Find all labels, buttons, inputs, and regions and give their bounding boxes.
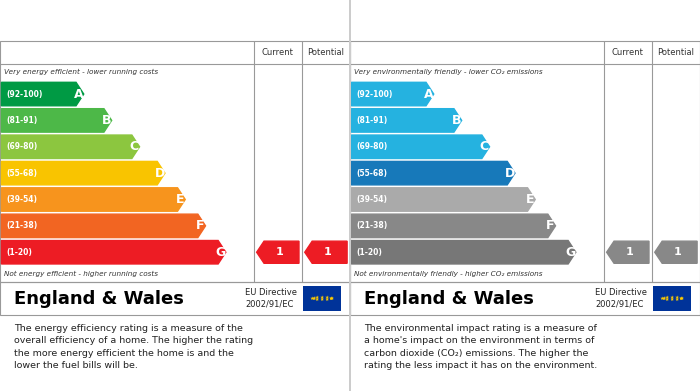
Text: Potential: Potential [657, 48, 694, 57]
Polygon shape [607, 241, 649, 263]
Bar [302, 286, 342, 311]
Text: (39-54): (39-54) [356, 195, 388, 204]
Text: Current: Current [612, 48, 644, 57]
Polygon shape [351, 188, 536, 211]
Text: B: B [102, 114, 111, 127]
Text: ★: ★ [662, 296, 666, 301]
Polygon shape [1, 109, 112, 132]
Text: C: C [130, 140, 139, 153]
Text: (55-68): (55-68) [356, 169, 388, 178]
Text: ★: ★ [665, 297, 669, 302]
Polygon shape [351, 214, 556, 238]
Text: (81-91): (81-91) [356, 116, 388, 125]
Text: (92-100): (92-100) [356, 90, 393, 99]
Text: Very energy efficient - lower running costs: Very energy efficient - lower running co… [4, 68, 158, 75]
Text: (92-100): (92-100) [7, 90, 43, 99]
Text: E: E [176, 193, 184, 206]
Text: (69-80): (69-80) [7, 142, 38, 151]
Text: (69-80): (69-80) [356, 142, 388, 151]
Text: D: D [155, 167, 164, 179]
Text: ★: ★ [325, 295, 329, 300]
Polygon shape [304, 241, 347, 263]
Text: (1-20): (1-20) [7, 248, 32, 257]
Text: ★: ★ [315, 295, 319, 300]
Text: ★: ★ [330, 296, 334, 301]
Text: Potential: Potential [307, 48, 344, 57]
Text: ★: ★ [328, 296, 332, 301]
Text: G: G [566, 246, 575, 259]
Text: England & Wales: England & Wales [364, 289, 534, 308]
Text: ★: ★ [678, 296, 682, 301]
Text: EU Directive
2002/91/EC: EU Directive 2002/91/EC [595, 288, 647, 309]
Text: ★: ★ [312, 296, 316, 301]
Text: 1: 1 [276, 247, 284, 257]
Text: Current: Current [262, 48, 294, 57]
Text: ★: ★ [320, 297, 324, 302]
Text: (39-54): (39-54) [7, 195, 38, 204]
Text: ★: ★ [312, 296, 316, 301]
Polygon shape [351, 109, 462, 132]
Text: Not energy efficient - higher running costs: Not energy efficient - higher running co… [4, 271, 158, 277]
Text: ★: ★ [678, 296, 682, 301]
Text: A: A [74, 88, 83, 100]
Text: ★: ★ [665, 295, 669, 300]
Text: ★: ★ [662, 296, 666, 301]
Text: (55-68): (55-68) [7, 169, 38, 178]
Text: ★: ★ [320, 295, 324, 300]
Polygon shape [351, 135, 489, 158]
Text: E: E [526, 193, 534, 206]
Text: Energy Efficiency Rating: Energy Efficiency Rating [10, 14, 194, 27]
Text: EU Directive
2002/91/EC: EU Directive 2002/91/EC [245, 288, 297, 309]
Text: (21-38): (21-38) [7, 221, 38, 230]
Text: F: F [546, 219, 554, 232]
Text: ★: ★ [315, 297, 319, 302]
Text: Not environmentally friendly - higher CO₂ emissions: Not environmentally friendly - higher CO… [354, 271, 542, 277]
Text: C: C [480, 140, 489, 153]
Text: 1: 1 [324, 247, 332, 257]
Text: A: A [424, 88, 433, 100]
Text: ★: ★ [675, 295, 679, 300]
Text: D: D [505, 167, 514, 179]
Text: G: G [216, 246, 225, 259]
Text: 1: 1 [674, 247, 682, 257]
Text: ★: ★ [325, 297, 329, 302]
Text: The environmental impact rating is a measure of
a home's impact on the environme: The environmental impact rating is a mea… [364, 324, 597, 370]
Polygon shape [1, 214, 206, 238]
Text: ★: ★ [660, 296, 664, 301]
Text: ★: ★ [670, 295, 674, 300]
Text: ★: ★ [675, 297, 679, 302]
Text: (21-38): (21-38) [356, 221, 388, 230]
Text: ★: ★ [310, 296, 314, 301]
Polygon shape [351, 83, 434, 106]
Text: 1: 1 [626, 247, 634, 257]
Text: ★: ★ [328, 296, 332, 301]
Polygon shape [1, 161, 165, 185]
Text: F: F [196, 219, 204, 232]
Text: England & Wales: England & Wales [14, 289, 184, 308]
Polygon shape [1, 83, 84, 106]
Polygon shape [351, 161, 515, 185]
Text: The energy efficiency rating is a measure of the
overall efficiency of a home. T: The energy efficiency rating is a measur… [14, 324, 253, 370]
Polygon shape [257, 241, 299, 263]
Text: B: B [452, 114, 461, 127]
Text: ★: ★ [680, 296, 684, 301]
Text: Environmental Impact (CO₂) Rating: Environmental Impact (CO₂) Rating [360, 14, 622, 27]
Polygon shape [1, 240, 226, 264]
Polygon shape [654, 241, 697, 263]
Polygon shape [1, 188, 186, 211]
Text: (1-20): (1-20) [356, 248, 382, 257]
Polygon shape [1, 135, 139, 158]
Bar [652, 286, 692, 311]
Polygon shape [351, 240, 576, 264]
Text: ★: ★ [670, 297, 674, 302]
Text: Very environmentally friendly - lower CO₂ emissions: Very environmentally friendly - lower CO… [354, 68, 542, 75]
Text: (81-91): (81-91) [7, 116, 38, 125]
